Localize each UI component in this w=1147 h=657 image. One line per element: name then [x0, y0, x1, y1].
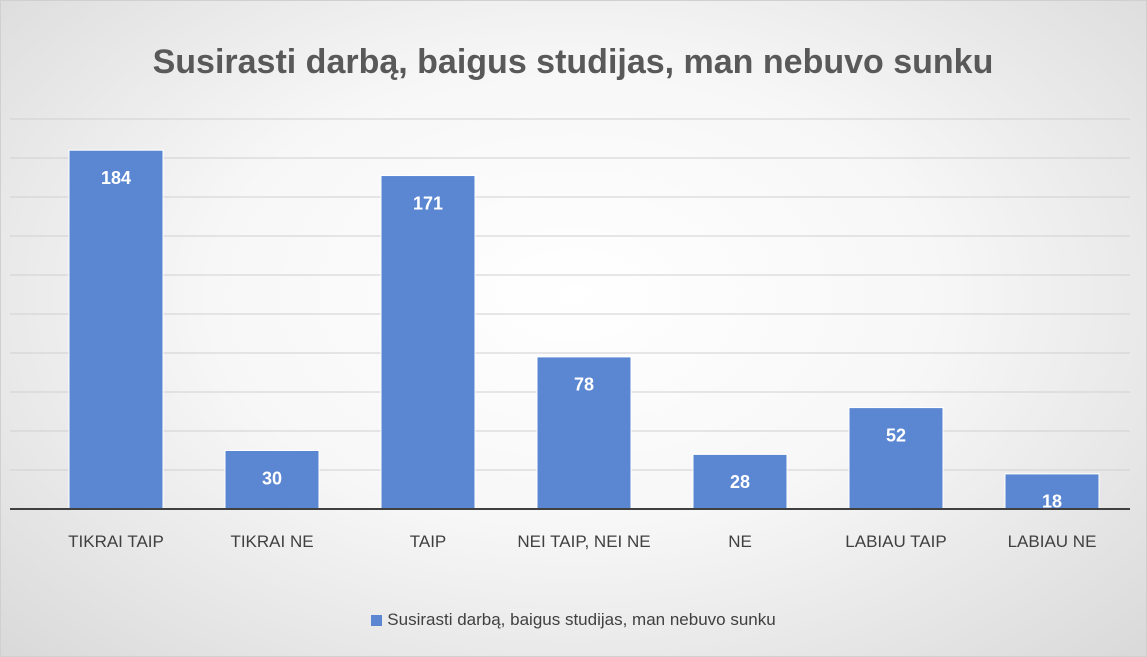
bar: [536, 356, 632, 510]
x-tick-label: NE: [728, 532, 752, 551]
bar: [1004, 473, 1100, 510]
data-label: 30: [262, 468, 282, 488]
data-label: 184: [101, 168, 131, 188]
legend: Susirasti darbą, baigus studijas, man ne…: [0, 610, 1147, 630]
x-tick-label: NEI TAIP, NEI NE: [517, 532, 651, 551]
x-tick-label: TIKRAI TAIP: [68, 532, 164, 551]
data-label: 28: [730, 472, 750, 492]
legend-swatch: [371, 614, 383, 626]
bar: [68, 149, 164, 510]
chart-title: Susirasti darbą, baigus studijas, man ne…: [153, 43, 994, 81]
legend-label: Susirasti darbą, baigus studijas, man ne…: [387, 610, 776, 629]
bar: [848, 407, 944, 510]
bar: [224, 450, 320, 510]
data-label: 78: [574, 375, 594, 395]
x-tick-label: TIKRAI NE: [230, 532, 314, 551]
data-label: 171: [413, 193, 443, 213]
x-tick-label: TAIP: [409, 532, 447, 551]
bar: [380, 175, 476, 510]
x-tick-label: LABIAU NE: [1007, 532, 1097, 551]
x-tick-label: LABIAU TAIP: [845, 532, 947, 551]
bar: [692, 453, 788, 510]
data-label: 52: [886, 425, 906, 445]
data-label: 18: [1042, 492, 1062, 512]
